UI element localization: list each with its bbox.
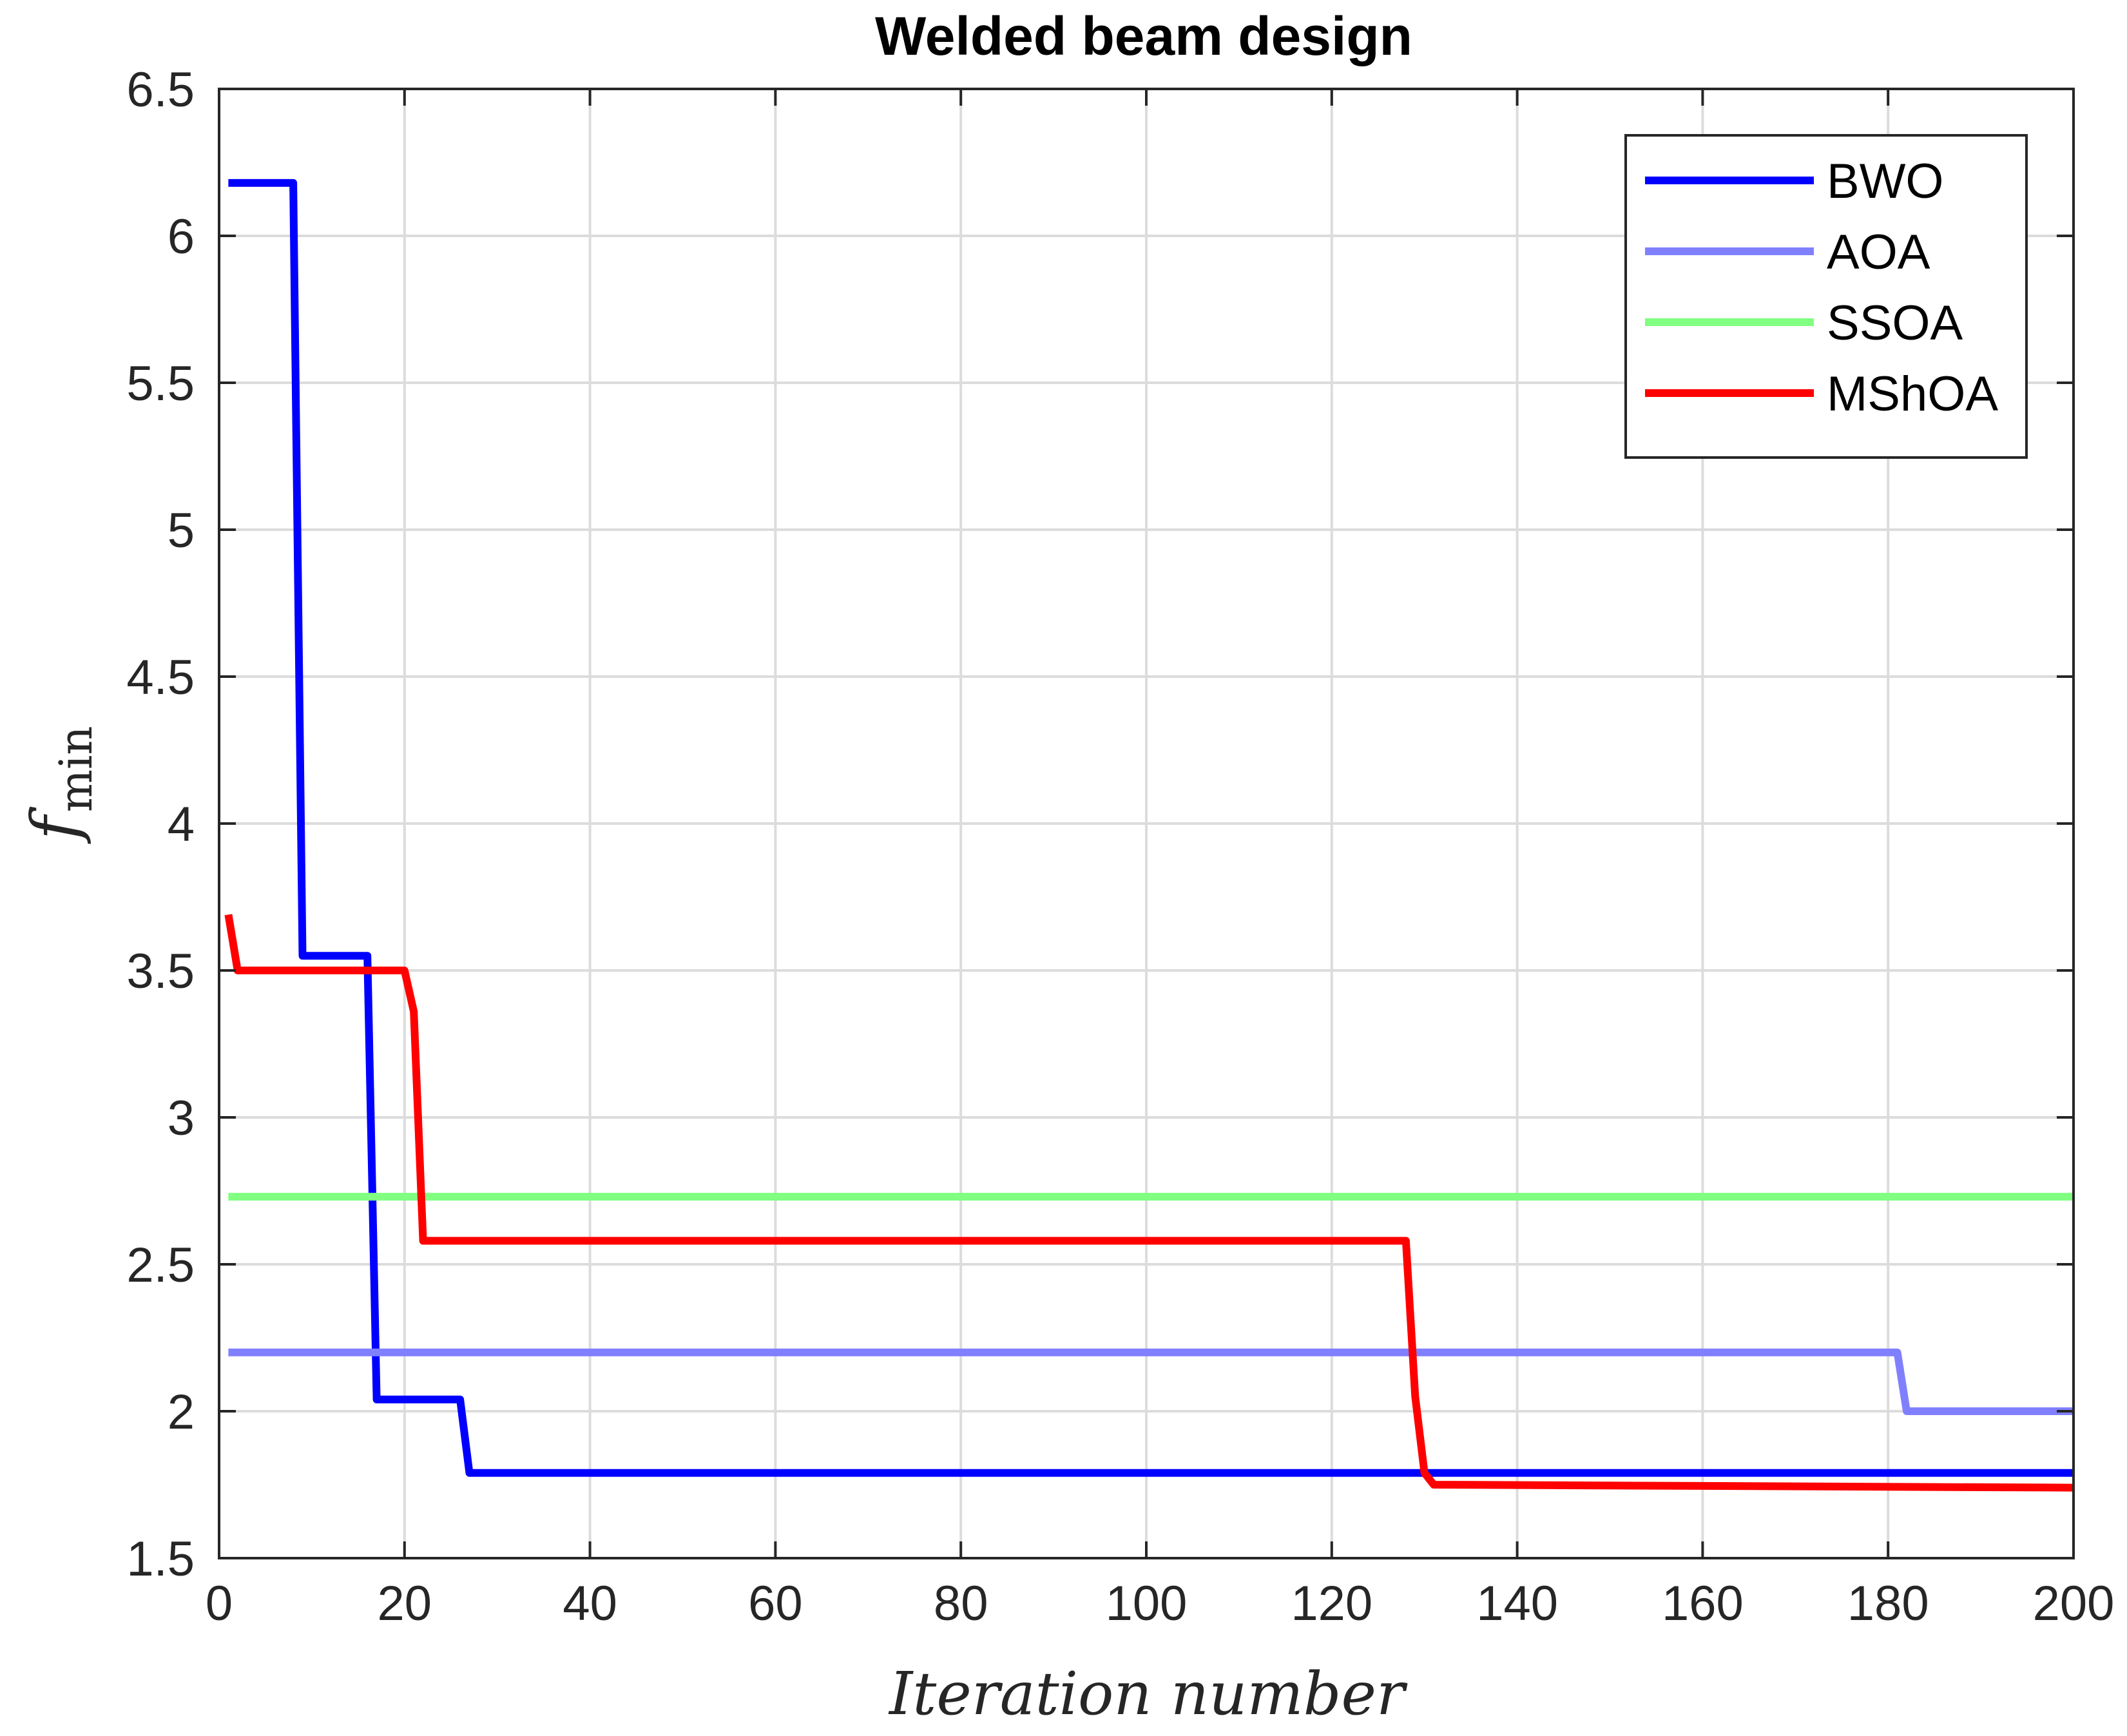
- x-axis-label: Iteration number: [888, 1659, 1408, 1728]
- y-axis-label-subscript: min: [50, 726, 102, 813]
- y-tick-label-4: 3.5: [126, 944, 195, 999]
- svg-text:fmin: fmin: [17, 726, 102, 845]
- series-lines: [224, 178, 2074, 1492]
- y-tick-label-7: 5: [168, 503, 195, 558]
- x-tick-label-5: 100: [1106, 1576, 1188, 1631]
- x-tick-label-1: 20: [378, 1576, 432, 1631]
- x-tick-label-3: 60: [748, 1576, 803, 1631]
- legend-label-bwo: BWO: [1827, 154, 1944, 209]
- x-tick-label-9: 180: [1847, 1576, 1929, 1631]
- series-line-aoa: [228, 1348, 2074, 1415]
- y-tick-label-9: 6: [168, 209, 195, 264]
- y-tick-label-1: 2: [168, 1385, 195, 1440]
- y-tick-label-3: 3: [168, 1091, 195, 1146]
- y-tick-label-0: 1.5: [126, 1532, 195, 1587]
- x-tick-label-0: 0: [206, 1576, 233, 1631]
- legend-label-aoa: AOA: [1827, 225, 1930, 280]
- y-tick-label-8: 5.5: [126, 356, 195, 411]
- y-tick-label-2: 2.5: [126, 1238, 195, 1293]
- y-tick-label-5: 4: [168, 797, 195, 852]
- chart-title: Welded beam design: [875, 6, 1412, 66]
- legend-label-mshoa: MShOA: [1827, 367, 1998, 421]
- legend-label-ssoa: SSOA: [1827, 296, 1963, 351]
- legend: BWO AOA SSOA MShOA: [1624, 134, 2028, 459]
- series-line-mshoa: [224, 914, 2074, 1492]
- legend-box: [1624, 134, 2028, 459]
- x-tick-label-8: 160: [1662, 1576, 1744, 1631]
- y-tick-label-6: 4.5: [126, 650, 195, 705]
- x-tick-label-10: 200: [2033, 1576, 2115, 1631]
- axes: [218, 88, 2075, 1559]
- x-tick-label-7: 140: [1476, 1576, 1558, 1631]
- x-tick-label-2: 40: [563, 1576, 617, 1631]
- tick-labels: 0 20 40 60 80 100 120 140 160 180 200 1.5 2 2.5 3 3.5 4 4…: [126, 63, 2114, 1631]
- x-tick-label-6: 120: [1291, 1576, 1372, 1631]
- y-axis-label-group: fmin: [17, 726, 102, 845]
- y-tick-label-10: 6.5: [126, 63, 195, 117]
- x-tick-label-4: 80: [934, 1576, 988, 1631]
- series-line-bwo: [228, 178, 2074, 1477]
